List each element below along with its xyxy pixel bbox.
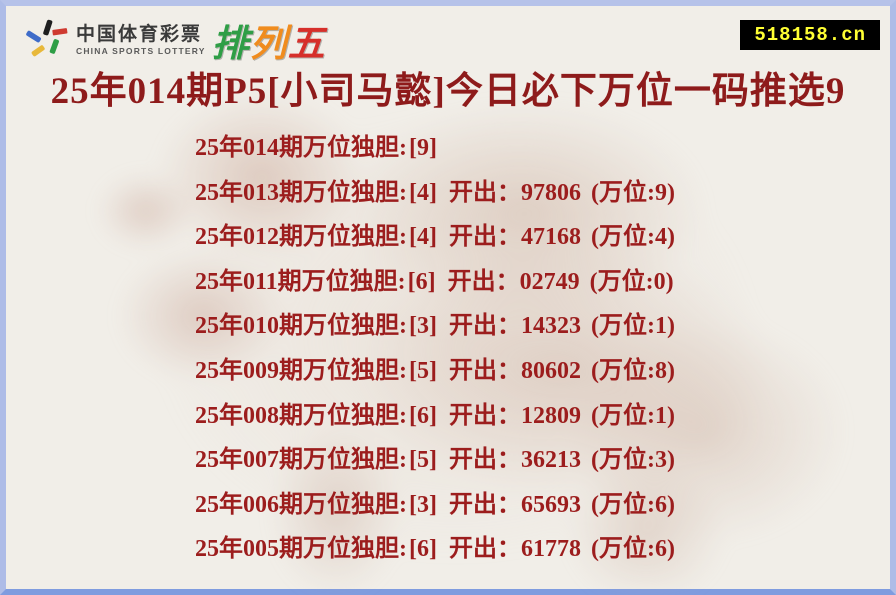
record-row: 25年008期万位独胆:[6] 开出：12809 (万位:1) [195, 394, 890, 439]
record-draw-result: 开出：14323 [448, 313, 581, 340]
record-pick: [3] [409, 491, 437, 518]
record-row: 25年010期万位独胆:[3] 开出：14323 (万位:1) [195, 304, 890, 349]
record-wan-digit: (万位:0) [589, 268, 674, 295]
record-pick: [6] [409, 402, 437, 429]
brand-name-en: CHINA SPORTS LOTTERY [76, 45, 206, 56]
record-wan-digit: (万位:1) [590, 402, 675, 429]
record-wan-digit: (万位:3) [590, 447, 675, 474]
record-draw-result: 开出：36213 [448, 447, 581, 474]
record-row: 25年012期万位独胆:[4] 开出：47168 (万位:4) [195, 215, 890, 260]
brand-text: 中国体育彩票 CHINA SPORTS LOTTERY [76, 25, 206, 56]
record-label: 25年011期万位独胆: [195, 268, 406, 295]
record-row: 25年011期万位独胆:[6] 开出：02749 (万位:0) [195, 260, 890, 305]
record-wan-digit: (万位:4) [590, 224, 675, 251]
sports-lottery-figure-icon [26, 19, 68, 57]
record-pick: [4] [409, 179, 437, 206]
site-url-badge: 518158.cn [740, 20, 880, 50]
record-label: 25年005期万位独胆: [195, 536, 407, 563]
record-draw-result: 开出：47168 [448, 224, 581, 251]
china-sports-lottery-logo: 中国体育彩票 CHINA SPORTS LOTTERY 排列五 [24, 13, 326, 67]
record-wan-digit: (万位:8) [590, 357, 675, 384]
record-wan-digit: (万位:1) [590, 313, 675, 340]
record-wan-digit: (万位:9) [590, 179, 675, 206]
record-pick: [6] [407, 268, 436, 295]
record-label: 25年014期万位独胆: [195, 135, 407, 161]
record-pick: [3] [409, 313, 437, 340]
product-char-3: 五 [287, 23, 326, 64]
product-logo-pailiewu: 排列五 [212, 13, 326, 67]
record-row: 25年006期万位独胆:[3] 开出：65693 (万位:6) [195, 483, 890, 528]
record-label: 25年008期万位独胆: [195, 402, 407, 429]
product-char-2: 列 [249, 23, 288, 64]
record-draw-result: 开出：97806 [448, 179, 581, 206]
record-label: 25年012期万位独胆: [195, 224, 407, 251]
record-draw-result: 开出：65693 [448, 491, 581, 518]
record-row: 25年014期万位独胆:[9] [195, 126, 890, 171]
record-draw-result: 开出：61778 [448, 536, 581, 563]
record-label: 25年006期万位独胆: [195, 491, 407, 518]
record-draw-result: 开出：02749 [447, 268, 580, 295]
record-pick: [4] [409, 224, 437, 251]
record-pick: [5] [409, 447, 437, 474]
brand-name-cn: 中国体育彩票 [76, 23, 203, 45]
record-pick: [5] [409, 357, 437, 384]
record-wan-digit: (万位:6) [590, 491, 675, 518]
record-row: 25年005期万位独胆:[6] 开出：61778 (万位:6) [195, 527, 890, 572]
record-wan-digit: (万位:6) [590, 536, 675, 563]
record-label: 25年007期万位独胆: [195, 447, 407, 474]
page-header: 中国体育彩票 CHINA SPORTS LOTTERY 排列五 518158.c… [6, 14, 890, 66]
page-title: 25年014期P5[小司马懿]今日必下万位一码推选9 [50, 71, 846, 112]
record-pick: [9] [409, 135, 437, 161]
record-row: 25年009期万位独胆:[5] 开出：80602 (万位:8) [195, 349, 890, 394]
record-pick: [6] [409, 536, 437, 563]
record-label: 25年013期万位独胆: [195, 179, 407, 206]
record-row: 25年007期万位独胆:[5] 开出：36213 (万位:3) [195, 438, 890, 483]
prediction-records-list: 25年014期万位独胆:[9] 25年013期万位独胆:[4] 开出：97806 (… [195, 126, 890, 572]
record-label: 25年009期万位独胆: [195, 357, 407, 384]
record-row: 25年013期万位独胆:[4] 开出：97806 (万位:9) [195, 171, 890, 216]
record-label: 25年010期万位独胆: [195, 313, 407, 340]
record-draw-result: 开出：80602 [448, 357, 581, 384]
record-draw-result: 开出：12809 [448, 402, 581, 429]
product-char-1: 排 [211, 23, 250, 64]
